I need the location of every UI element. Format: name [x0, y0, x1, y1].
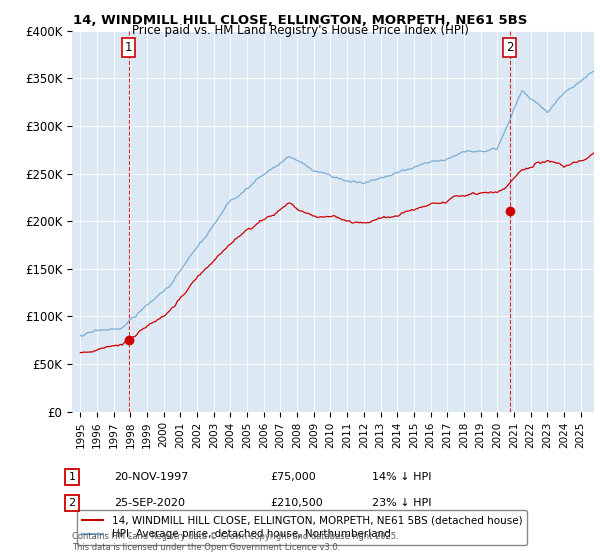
- Text: £210,500: £210,500: [270, 498, 323, 508]
- Text: £75,000: £75,000: [270, 472, 316, 482]
- Legend: 14, WINDMILL HILL CLOSE, ELLINGTON, MORPETH, NE61 5BS (detached house), HPI: Ave: 14, WINDMILL HILL CLOSE, ELLINGTON, MORP…: [77, 510, 527, 545]
- Text: 23% ↓ HPI: 23% ↓ HPI: [372, 498, 431, 508]
- Text: 20-NOV-1997: 20-NOV-1997: [114, 472, 188, 482]
- Text: 25-SEP-2020: 25-SEP-2020: [114, 498, 185, 508]
- Text: 2: 2: [68, 498, 76, 508]
- Text: Contains HM Land Registry data © Crown copyright and database right 2025.
This d: Contains HM Land Registry data © Crown c…: [72, 532, 398, 552]
- Text: 1: 1: [125, 41, 133, 54]
- Text: 1: 1: [68, 472, 76, 482]
- Text: Price paid vs. HM Land Registry's House Price Index (HPI): Price paid vs. HM Land Registry's House …: [131, 24, 469, 37]
- Text: 2: 2: [506, 41, 514, 54]
- Text: 14% ↓ HPI: 14% ↓ HPI: [372, 472, 431, 482]
- Text: 14, WINDMILL HILL CLOSE, ELLINGTON, MORPETH, NE61 5BS: 14, WINDMILL HILL CLOSE, ELLINGTON, MORP…: [73, 14, 527, 27]
